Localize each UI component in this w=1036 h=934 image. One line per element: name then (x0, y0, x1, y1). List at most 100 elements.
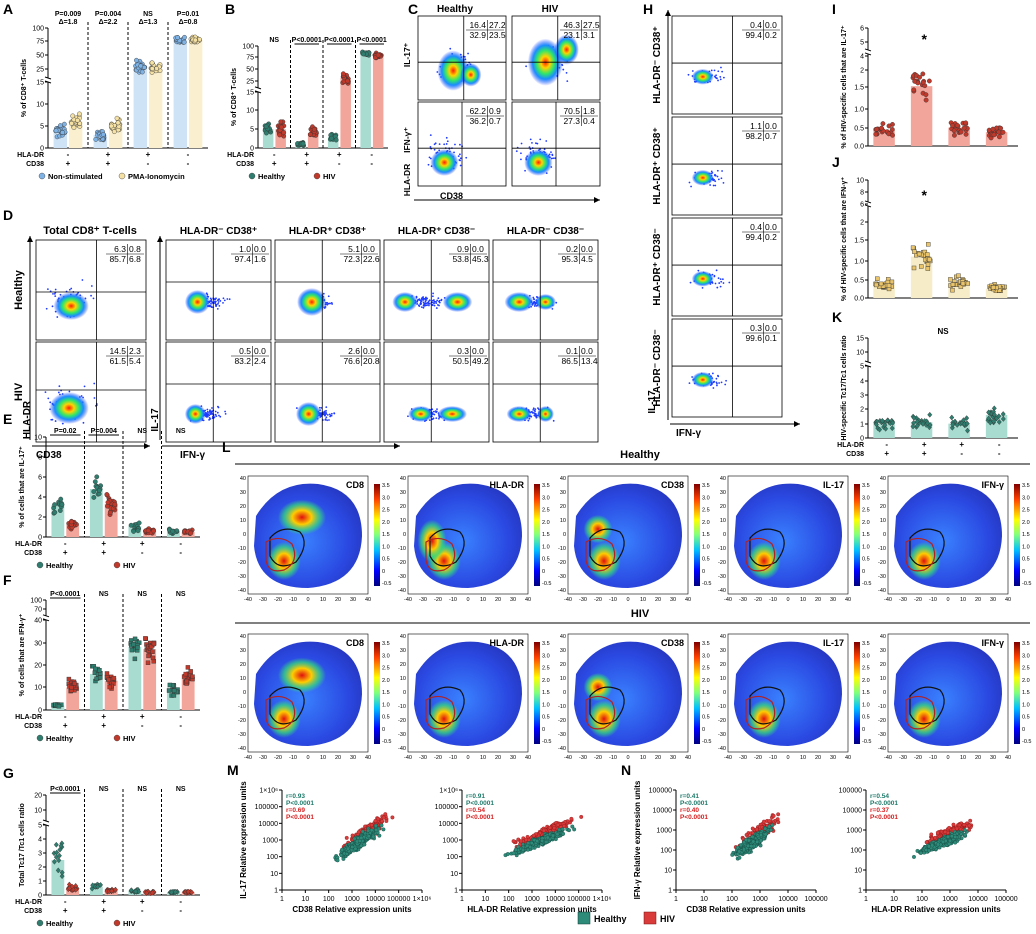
legend-label: HIV (323, 172, 336, 181)
l-y-tick: 20 (240, 662, 246, 668)
data-point (150, 655, 156, 661)
quadrant-value: 2.4 (254, 356, 266, 366)
hla-dr-sign: + (337, 150, 342, 159)
event-dot (208, 416, 211, 419)
event-dot (459, 143, 461, 146)
axis-break (255, 87, 261, 92)
quadrant-value: 0.0 (363, 346, 375, 356)
healthy-point (369, 828, 374, 833)
y-tick-label: 2 (860, 220, 864, 227)
d-gate-hiv: 0.5 0.083.2 2.4 (165, 341, 272, 443)
data-point (70, 113, 76, 119)
event-dot (714, 282, 717, 285)
stat-label: NS (269, 37, 279, 44)
l-y-tick: -40 (398, 588, 406, 594)
l-y-tick: -20 (398, 718, 406, 724)
event-dot (554, 157, 556, 160)
event-dot (532, 296, 535, 299)
event-dot (691, 70, 694, 72)
hla-dr-row-label: HLA-DR (837, 442, 864, 449)
data-point (89, 885, 95, 892)
l-y-tick: -10 (398, 704, 406, 710)
l-y-tick: -30 (718, 574, 726, 580)
color-scale-tick: 3.5 (542, 641, 550, 647)
stat-r-hiv: r=0.40 (680, 807, 699, 814)
event-dot (435, 300, 437, 303)
event-dot (722, 181, 725, 184)
density-blob (537, 406, 554, 422)
event-dot (433, 302, 435, 305)
density-blob (297, 288, 327, 316)
data-point (145, 528, 151, 533)
event-dot (446, 140, 449, 143)
l-y-tick: 10 (880, 676, 886, 682)
l-x-tick: -30 (259, 597, 267, 603)
event-dot (532, 408, 535, 411)
data-point (58, 496, 64, 502)
l-x-tick: -40 (244, 755, 252, 761)
y-tick-label: 5 (860, 364, 864, 371)
color-scale-tick: -0.5 (862, 581, 871, 587)
event-dot (437, 297, 440, 300)
cd38-row-label: CD38 (26, 161, 44, 168)
x-axis-label: CD38 Relative expression units (292, 905, 412, 914)
h-gate-title: HLA-DR⁺ CD38⁺ (652, 127, 663, 204)
event-dot (515, 150, 518, 153)
event-dot (457, 155, 460, 158)
legend-label: PMA-Ionomycin (128, 172, 185, 181)
l-x-tick: -20 (914, 597, 922, 603)
cd38-row-label: CD38 (236, 161, 254, 168)
y-tick-label: 100 (30, 598, 42, 605)
cd38-sign: - (141, 548, 144, 557)
hla-dr-sign: + (101, 539, 106, 548)
data-point (113, 886, 118, 893)
panel-letter-e: E (3, 411, 12, 427)
data-point (94, 676, 99, 681)
legend-label: HIV (123, 734, 136, 743)
bar (173, 39, 187, 148)
color-scale-tick: 0.5 (382, 557, 390, 563)
color-scale-tick: 2.0 (1022, 678, 1030, 684)
event-dot (208, 418, 210, 421)
data-point (188, 530, 194, 536)
event-dot (533, 414, 536, 417)
data-point (151, 528, 157, 534)
event-dot (213, 300, 216, 303)
l-y-tick: 0 (243, 690, 246, 696)
l-x-tick: -40 (564, 755, 572, 761)
legend-label: Healthy (258, 172, 286, 181)
l-x-tick: -10 (609, 597, 617, 603)
event-dot (552, 157, 555, 160)
l-y-tick: -20 (238, 560, 246, 566)
y-tick-label: 100 (242, 44, 254, 51)
event-dot (328, 419, 330, 421)
y-tick-label: 4 (38, 837, 42, 844)
data-point (916, 251, 922, 257)
d-total-title: Total CD8⁺ T-cells (43, 225, 137, 237)
density-blob (442, 292, 473, 312)
data-point (134, 57, 139, 63)
hla-dr-sign: - (179, 897, 182, 906)
event-dot (713, 69, 716, 72)
l-y-tick: -30 (558, 732, 566, 738)
stat-label: NS (176, 786, 186, 793)
data-point (912, 78, 918, 84)
color-scale-tick: 3.0 (382, 653, 390, 659)
quadrant-value: 85.7 (109, 254, 126, 264)
event-dot (550, 151, 552, 154)
quadrant-value: 27.5 (583, 20, 600, 30)
event-dot (431, 303, 434, 306)
l-x-tick: 0 (786, 597, 789, 603)
panel-letter-n: N (621, 762, 631, 778)
x-tick-label: 1 (864, 896, 868, 903)
event-dot (428, 302, 431, 305)
cd38-sign: + (106, 159, 111, 168)
quadrant-value: 99.4 (745, 30, 762, 40)
x-tick-label: 1×10⁶ (593, 896, 612, 903)
event-dot (715, 77, 718, 79)
healthy-point (767, 824, 772, 829)
x-tick-label: 100 (503, 896, 515, 903)
